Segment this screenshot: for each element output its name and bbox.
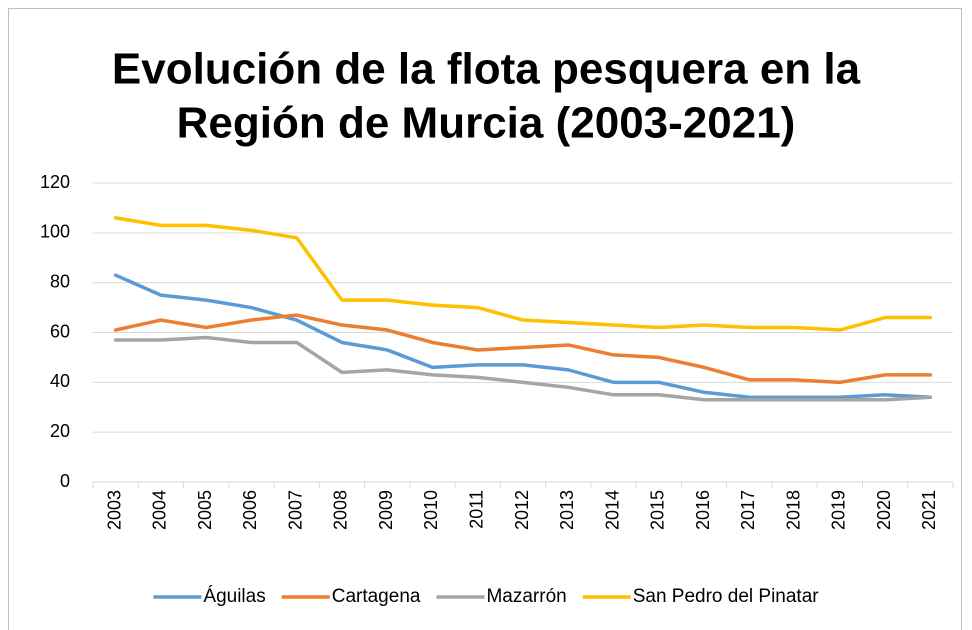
y-tick-label: 60	[50, 321, 70, 341]
x-tick-label: 2008	[331, 490, 351, 530]
y-tick-label: 80	[50, 271, 70, 291]
x-tick-label: 2006	[240, 490, 260, 530]
y-tick-label: 40	[50, 371, 70, 391]
series-line	[113, 335, 933, 402]
x-tick-label: 2007	[285, 490, 305, 530]
x-tick-label: 2020	[874, 490, 894, 530]
x-tick-label: 2015	[648, 490, 668, 530]
x-tick-label: 2011	[466, 490, 486, 529]
y-tick-label: 20	[50, 421, 70, 441]
x-tick-label: 2012	[512, 490, 532, 530]
x-tick-label: 2016	[693, 490, 713, 530]
x-tick-label: 2013	[557, 490, 577, 530]
series-line	[113, 313, 933, 385]
legend-label: Águilas	[203, 586, 265, 607]
x-tick-label: 2018	[783, 490, 803, 530]
x-tick-label: 2004	[150, 490, 170, 530]
y-tick-label: 120	[40, 172, 70, 192]
x-tick-label: 2014	[602, 490, 622, 530]
chart-title: Región de Murcia (2003-2021)	[177, 99, 796, 148]
y-tick-label: 0	[60, 471, 70, 491]
legend-label: San Pedro del Pinatar	[633, 586, 820, 607]
legend-label: Cartagena	[332, 586, 421, 607]
x-tick-label: 2009	[376, 490, 396, 530]
x-tick-label: 2019	[829, 490, 849, 530]
x-tick-label: 2010	[421, 490, 441, 530]
x-tick-label: 2005	[195, 490, 215, 530]
chart-title: Evolución de la flota pesquera en la	[112, 45, 861, 94]
chart-frame	[8, 8, 962, 630]
legend-label: Mazarrón	[486, 586, 566, 607]
series-line	[113, 216, 933, 332]
x-tick-label: 2003	[104, 490, 124, 530]
y-tick-label: 100	[40, 222, 70, 242]
series-line	[113, 273, 933, 400]
x-tick-label: 2021	[919, 490, 939, 530]
x-tick-label: 2017	[738, 490, 758, 530]
